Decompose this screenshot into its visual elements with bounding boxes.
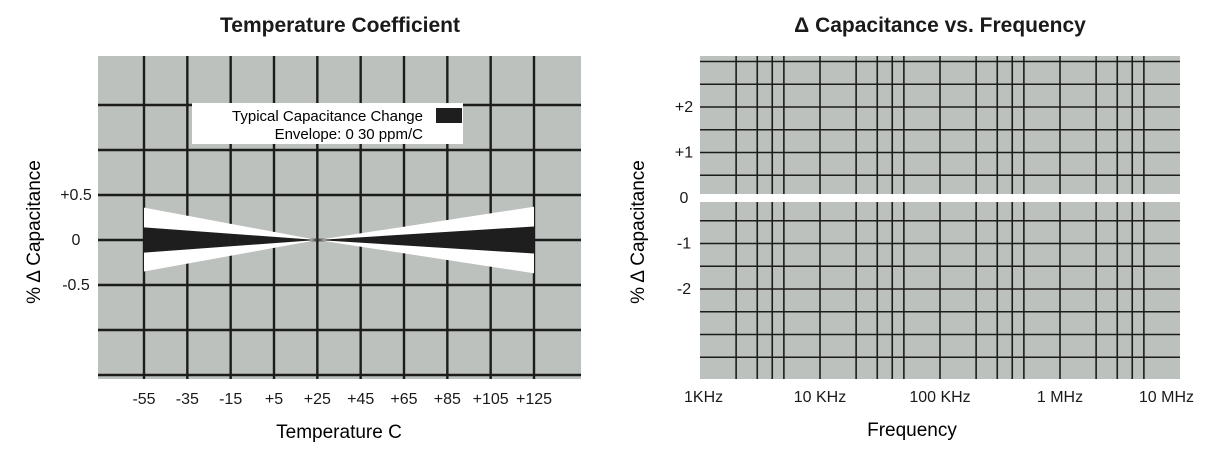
- legend-swatch-envelope: [436, 126, 462, 140]
- left-x-tick-label: +45: [347, 391, 374, 408]
- right-x-tick-label: 10 KHz: [794, 389, 846, 406]
- left-x-tick-label: +25: [304, 391, 331, 408]
- right-x-tick-label: 10 MHz: [1139, 389, 1194, 406]
- right-y-axis-label: % Δ Capacitance: [628, 160, 649, 304]
- left-x-tick-label: -35: [176, 391, 199, 408]
- left-y-tick-label: 0: [72, 232, 81, 249]
- right-x-tick-label: 1 MHz: [1037, 389, 1083, 406]
- left-y-tick-label: +0.5: [60, 187, 92, 204]
- legend-box: [192, 103, 463, 144]
- left-chart-title: Temperature Coefficient: [220, 14, 460, 37]
- left-tick-labels: -55 -35 -15 +5 +25 +45 +65 +85 +105 +125 +0.5 0 -0.5: [60, 187, 552, 408]
- left-legend: Typical Capacitance Change Envelope: 0 3…: [192, 103, 463, 144]
- right-y-tick-label: -1: [677, 236, 691, 253]
- left-marks: [144, 206, 534, 274]
- left-x-tick-label: +125: [516, 391, 552, 408]
- legend-swatch-typical: [436, 108, 462, 123]
- temperature-coefficient-chart: Typical Capacitance Change Envelope: 0 3…: [24, 56, 581, 443]
- left-x-tick-label: -55: [132, 391, 155, 408]
- right-y-tick-label: -2: [677, 281, 691, 298]
- right-x-tick-label: 1KHz: [684, 389, 723, 406]
- right-x-axis-label: Frequency: [867, 420, 957, 441]
- legend-label-envelope: Envelope: 0 30 ppm/C: [275, 126, 424, 143]
- typical-change-band: [144, 226, 534, 254]
- legend-label-typical: Typical Capacitance Change: [232, 108, 423, 125]
- left-y-axis-label: % Δ Capacitance: [24, 160, 45, 304]
- left-y-tick-label: -0.5: [62, 277, 90, 294]
- right-chart-title: Δ Capacitance vs. Frequency: [794, 14, 1086, 37]
- left-x-axis-label: Temperature C: [276, 422, 402, 443]
- left-x-tick-label: +65: [390, 391, 417, 408]
- right-y-tick-label: +2: [675, 99, 693, 116]
- right-x-tick-label: 100 KHz: [909, 389, 970, 406]
- left-x-tick-label: +85: [434, 391, 461, 408]
- right-y-tick-label: 0: [680, 190, 689, 207]
- right-tick-labels: 1KHz 10 KHz 100 KHz 1 MHz 10 MHz +2 +1 0 -1 -2: [675, 99, 1194, 406]
- left-x-tick-label: -15: [219, 391, 242, 408]
- left-x-tick-label: +5: [265, 391, 283, 408]
- left-x-tick-label: +105: [473, 391, 509, 408]
- right-y-tick-label: +1: [675, 145, 693, 162]
- capacitance-vs-frequency-chart: 1KHz 10 KHz 100 KHz 1 MHz 10 MHz +2 +1 0 -1 -2 Fr…: [628, 56, 1194, 441]
